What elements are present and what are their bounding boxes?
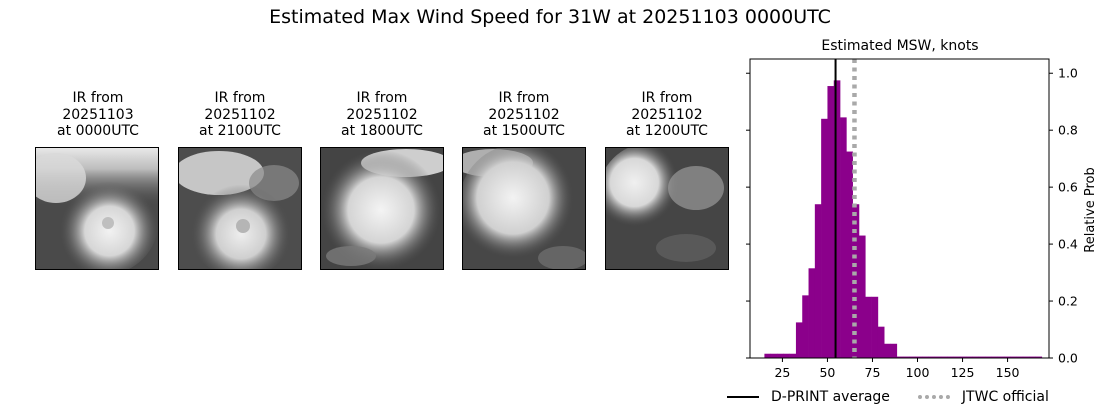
histogram-bar [928, 356, 935, 358]
y-tick-label: 1.0 [1058, 66, 1078, 81]
ir-label-time: at 2100UTC [199, 123, 281, 139]
legend-label: D-PRINT average [771, 389, 890, 405]
ir-panel-label: IR from 20251102 at 1800UTC [312, 90, 452, 140]
histogram-bar [896, 356, 904, 358]
y-axis-ticks: 0.0 0.2 0.4 0.6 0.8 1.0 [746, 66, 1078, 366]
x-tick-label: 125 [951, 365, 975, 380]
legend-item-jtwc: JTWC official [917, 389, 1049, 405]
ir-label-date: 20251103 [62, 106, 134, 123]
histogram-bar [1035, 356, 1043, 358]
ir-satellite-image [178, 147, 302, 270]
ir-satellite-image [605, 147, 729, 270]
ir-panel-label: IR from 20251102 at 1200UTC [597, 90, 737, 140]
histogram-bar [940, 356, 948, 358]
histogram-bar [840, 117, 847, 358]
ir-label-date: 20251102 [631, 106, 703, 123]
histogram-bar [985, 356, 992, 358]
ir-label-time: at 1800UTC [341, 123, 423, 139]
histogram-bar [884, 343, 891, 358]
ir-satellite-image [35, 147, 159, 270]
ir-panel-label: IR from 20251102 at 2100UTC [170, 90, 310, 140]
histogram-bar [865, 296, 872, 358]
histogram-bar [953, 356, 961, 358]
legend: D-PRINT average JTWC official [727, 386, 1077, 408]
x-tick-label: 100 [906, 365, 930, 380]
ir-label-line: IR from [356, 90, 408, 106]
figure-title: Estimated Max Wind Speed for 31W at 2025… [269, 6, 831, 28]
y-tick-label: 0.2 [1058, 294, 1078, 309]
histogram-bar [903, 356, 910, 358]
y-tick-label: 0.4 [1058, 237, 1078, 252]
ir-panel-label: IR from 20251102 at 1500UTC [454, 90, 594, 140]
legend-swatch-dotted [917, 395, 950, 399]
histogram-bar [827, 86, 835, 359]
histogram-bar [795, 322, 803, 358]
ir-label-line: IR from [72, 90, 124, 106]
ir-satellite-image [320, 147, 444, 270]
histogram-bar [972, 356, 980, 358]
axes-frame [749, 58, 1050, 359]
histogram-bar [922, 356, 929, 358]
histogram-bar [909, 356, 917, 358]
histogram-bar [770, 353, 778, 358]
ir-label-time: at 1500UTC [483, 123, 565, 139]
ir-label-date: 20251102 [204, 106, 276, 123]
ir-label-time: at 0000UTC [57, 123, 139, 139]
histogram-bar [858, 235, 866, 358]
histogram-bar [978, 356, 986, 358]
histogram-bar [947, 356, 954, 358]
ir-label-time: at 1200UTC [626, 123, 708, 139]
ir-satellite-image [462, 147, 586, 270]
histogram-bar [846, 151, 853, 358]
histogram-bar [959, 356, 967, 358]
legend-swatch-solid [727, 396, 759, 398]
y-tick-label: 0.6 [1058, 180, 1078, 195]
histogram-bar [783, 353, 790, 358]
x-tick-label: 150 [996, 365, 1020, 380]
x-tick-label: 75 [865, 365, 881, 380]
histogram-bar [934, 356, 942, 358]
histogram-bar [1003, 356, 1011, 358]
histogram-bar [991, 356, 998, 358]
reference-lines [834, 59, 857, 358]
histogram-bar [966, 356, 973, 358]
histogram-bar [808, 268, 816, 358]
histogram-bar [777, 353, 784, 358]
legend-label: JTWC official [961, 389, 1049, 405]
histogram-bar [1022, 356, 1030, 358]
histogram-bar [877, 326, 885, 358]
histogram-bar [789, 353, 797, 358]
y-axis-label: Relative Prob [1083, 167, 1098, 252]
ir-label-line: IR from [498, 90, 550, 106]
histogram-bar [802, 295, 809, 358]
histogram-bar [764, 353, 772, 358]
ir-label-date: 20251102 [488, 106, 560, 123]
ir-label-date: 20251102 [346, 106, 418, 123]
histogram-bar [915, 356, 923, 358]
x-tick-label: 50 [819, 365, 835, 380]
x-tick-label: 25 [774, 365, 790, 380]
legend-item-dprint: D-PRINT average [727, 389, 890, 405]
histogram-bar [1016, 356, 1024, 358]
ir-label-line: IR from [641, 90, 693, 106]
histogram-bar [890, 343, 898, 358]
histogram-bar [1029, 356, 1036, 358]
ir-panel-label: IR from 20251103 at 0000UTC [28, 90, 168, 140]
histogram-bar [814, 204, 822, 358]
histogram-bar [821, 118, 828, 358]
ir-label-line: IR from [214, 90, 266, 106]
histogram-bar [871, 296, 879, 358]
histogram-bar [833, 80, 841, 358]
y-tick-label: 0.0 [1058, 351, 1078, 366]
x-axis-ticks: 25 50 75 100 125 150 [774, 358, 1020, 380]
histogram-bar [997, 356, 1005, 358]
histogram-bars [764, 80, 1043, 359]
histogram-bar [1010, 356, 1017, 358]
chart-title: Estimated MSW, knots [821, 38, 978, 54]
y-tick-label: 0.8 [1058, 123, 1078, 138]
